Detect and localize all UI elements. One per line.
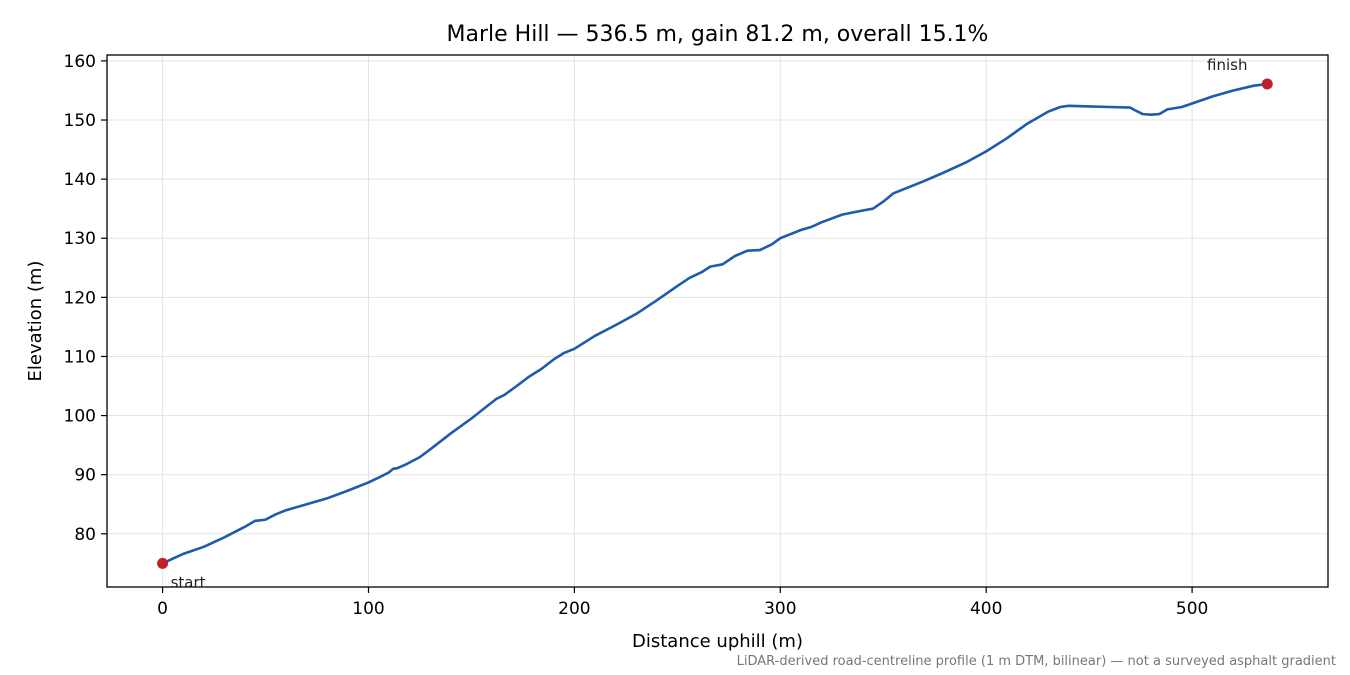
x-tick-label: 500	[1176, 599, 1208, 619]
x-tick-label: 100	[352, 599, 384, 619]
grid	[107, 55, 1328, 587]
footnote: LiDAR-derived road-centreline profile (1…	[737, 654, 1336, 669]
finish-marker	[1261, 78, 1273, 90]
x-tick-label: 0	[157, 599, 168, 619]
start-marker	[157, 557, 169, 569]
y-axis-title: Elevation (m)	[25, 261, 46, 382]
x-tick-label: 300	[764, 599, 796, 619]
y-tick-label: 160	[64, 52, 96, 72]
y-tick-label: 100	[64, 407, 96, 427]
elevation-line	[161, 82, 1269, 565]
marker-layer	[157, 78, 1273, 569]
y-tick-label: 150	[64, 111, 96, 131]
y-tick-label: 80	[74, 525, 96, 545]
chart-title: Marle Hill — 536.5 m, gain 81.2 m, overa…	[447, 22, 989, 47]
x-tick-label: 200	[558, 599, 590, 619]
x-axis-title: Distance uphill (m)	[632, 631, 803, 652]
y-tick-label: 130	[64, 229, 96, 249]
y-tick-label: 140	[64, 170, 96, 190]
y-tick-label: 90	[74, 466, 96, 486]
y-tick-label: 110	[64, 347, 96, 367]
finish-label: finish	[1207, 56, 1247, 74]
y-tick-label: 120	[64, 288, 96, 308]
series-layer	[161, 82, 1269, 565]
axis-ticks: 0 100 200 300 400 500 80 90 100 110 120 130 140 150 16…	[64, 52, 1209, 619]
start-label: start	[171, 573, 206, 591]
x-tick-label: 400	[970, 599, 1002, 619]
plot-frame	[106, 54, 1329, 588]
